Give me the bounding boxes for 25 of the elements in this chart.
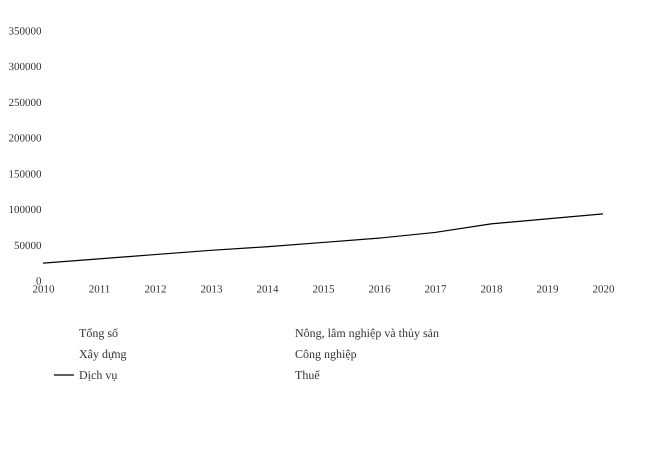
legend-label: Dịch vụ	[79, 368, 118, 382]
x-tick-label: 2020	[592, 284, 615, 296]
x-tick-label: 2019	[536, 284, 559, 296]
y-tick-label: 100000	[8, 204, 42, 216]
x-tick-label: 2015	[312, 284, 335, 296]
x-tick-label: 2017	[424, 284, 447, 296]
x-tick-label: 2012	[144, 284, 166, 296]
text: Nông, lâm nghiệp và thủy sản	[295, 326, 439, 340]
x-tick-label: 2014	[256, 284, 279, 296]
line-series	[42, 213, 604, 264]
y-tick-label: 250000	[8, 96, 42, 109]
y-tick-label: 50000	[14, 240, 42, 252]
text: Công nghiệp	[295, 347, 357, 361]
text: Tổng số	[79, 326, 118, 340]
x-tick-label: 2013	[200, 284, 223, 296]
y-tick-label: 300000	[8, 61, 42, 74]
x-tick-label: 2010	[32, 284, 55, 296]
y-tick-label: 200000	[8, 132, 42, 145]
y-tick-label: 150000	[8, 168, 42, 180]
x-tick-label: 2011	[88, 284, 110, 296]
text: Thuế	[295, 368, 320, 382]
x-tick-label: 2018	[480, 284, 503, 296]
text: Xây dựng	[79, 347, 126, 361]
x-tick-label: 2016	[368, 284, 391, 296]
y-tick-label: 350000	[8, 26, 42, 38]
